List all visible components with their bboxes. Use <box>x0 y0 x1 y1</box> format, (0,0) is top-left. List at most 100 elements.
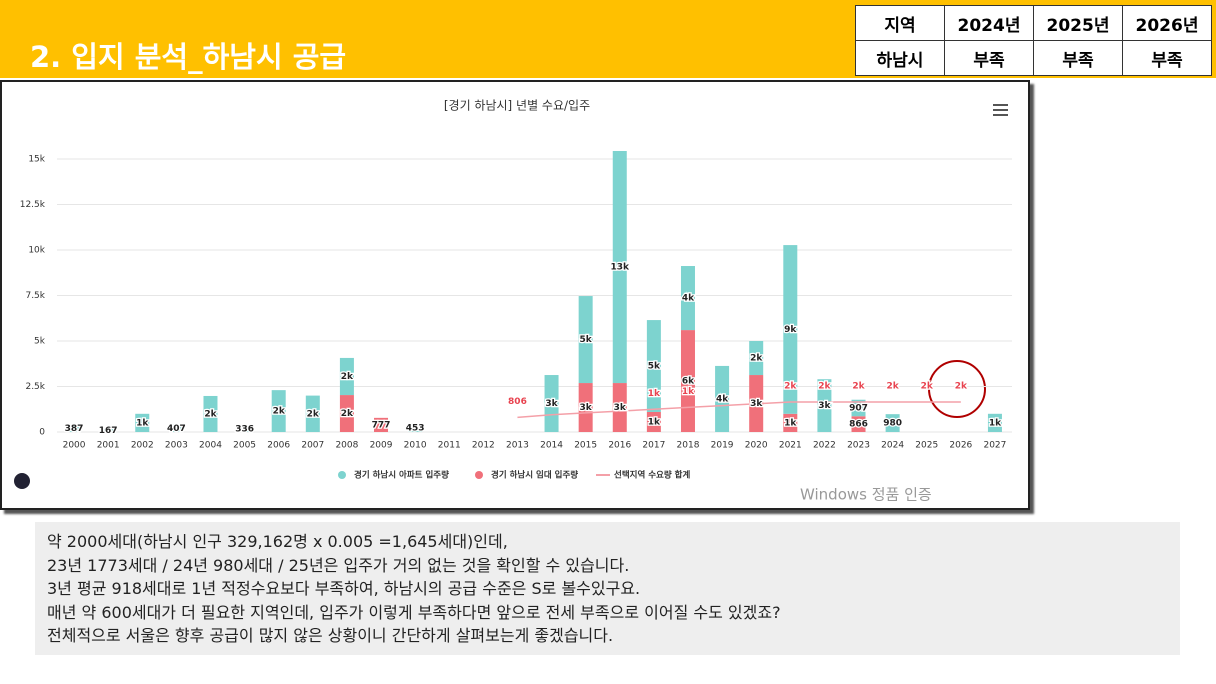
y-tick-label: 12.5k <box>20 200 46 210</box>
legend-symbol <box>475 471 483 479</box>
bar-segment <box>67 424 82 432</box>
data-label: 4k <box>682 294 695 304</box>
data-label: 2k <box>307 409 320 419</box>
highlight-circle <box>928 360 986 418</box>
data-label: 336 <box>235 424 254 434</box>
bar-segment <box>851 399 866 417</box>
data-label: 866 <box>849 420 868 430</box>
bar-segment <box>885 414 900 432</box>
x-tick-label: 2005 <box>233 441 256 451</box>
data-label: 5k <box>580 335 593 345</box>
y-tick-label: 5k <box>34 337 46 347</box>
x-tick-label: 2019 <box>711 441 734 451</box>
data-label: 806 <box>508 397 527 407</box>
chart-title: [경기 하남시] 년별 수요/입주 <box>444 99 590 113</box>
data-label: 4k <box>716 394 729 404</box>
data-label: 2k <box>341 372 354 382</box>
x-tick-label: 2025 <box>915 441 938 451</box>
data-label: 9k <box>784 325 797 335</box>
data-label: 2k <box>818 382 831 392</box>
x-tick-label: 2003 <box>165 441 188 451</box>
x-tick-label: 2004 <box>199 441 222 451</box>
bar-segment <box>783 413 798 432</box>
note-line: 23년 1773세대 / 24년 980세대 / 25년은 입주가 거의 없는 … <box>47 555 630 575</box>
bar-segment <box>339 357 354 396</box>
logo-icon <box>14 473 30 489</box>
x-tick-label: 2017 <box>642 441 665 451</box>
header-title: 2. 입지 분석_하남시 공급 <box>30 40 347 74</box>
x-tick-label: 2010 <box>404 441 427 451</box>
data-label: 387 <box>65 424 84 434</box>
chart-frame: [경기 하남시] 년별 수요/입주 Windows 정품 인증 0 2.5k 5k 7… <box>0 80 1030 510</box>
bar-segment <box>339 395 354 432</box>
x-tick-label: 2006 <box>267 441 290 451</box>
x-tick-label: 2002 <box>131 441 154 451</box>
legend-label: 경기 하남시 아파트 입주량 <box>354 470 449 481</box>
data-label: 3k <box>580 403 593 413</box>
data-label: 2k <box>273 407 286 417</box>
chart: [경기 하남시] 년별 수요/입주 Windows 정품 인증 0 2.5k 5k 7… <box>14 99 1012 504</box>
x-tick-label: 2023 <box>847 441 870 451</box>
x-tick-label: 2000 <box>63 441 86 451</box>
y-tick-label: 7.5k <box>25 291 45 301</box>
legend-label: 경기 하남시 임대 입주량 <box>491 470 578 481</box>
bar-segment <box>578 296 593 384</box>
bar-segment <box>408 423 423 432</box>
data-label: 2k <box>955 382 968 392</box>
data-label: 1k <box>682 387 695 397</box>
demand-line <box>517 401 961 419</box>
y-tick-label: 15k <box>28 155 45 165</box>
bar-segment <box>987 413 1002 432</box>
data-label: 2k <box>750 354 763 364</box>
table-header: 2024년 <box>944 5 1034 41</box>
bar-segment <box>271 390 286 432</box>
data-label: 2k <box>852 382 865 392</box>
bar-segment <box>680 266 695 331</box>
legend-symbol <box>338 471 346 479</box>
x-tick-label: 2001 <box>97 441 120 451</box>
x-tick-label: 2015 <box>574 441 597 451</box>
x-tick-label: 2012 <box>472 441 495 451</box>
menu-icon[interactable] <box>993 104 1008 116</box>
data-label: 980 <box>883 419 902 429</box>
data-label: 6k <box>682 377 695 387</box>
data-label: 3k <box>818 401 831 411</box>
bar-segment <box>851 416 866 432</box>
bar-segment <box>817 379 832 432</box>
y-tick-label: 10k <box>28 246 45 256</box>
x-tick-label: 2024 <box>881 441 904 451</box>
data-label: 1k <box>648 417 661 427</box>
x-tick-label: 2020 <box>745 441 768 451</box>
note-line: 전체적으로 서울은 향후 공급이 많지 않은 상황이니 간단하게 살펴보는게 좋… <box>47 626 614 645</box>
x-tick-label: 2021 <box>779 441 802 451</box>
bar-segment <box>374 417 389 432</box>
bar-segment <box>646 411 661 432</box>
data-label: 407 <box>167 424 186 434</box>
data-label: 1k <box>136 418 149 428</box>
bar-segment <box>135 413 150 432</box>
x-tick-label: 2027 <box>983 441 1006 451</box>
table-header: 지역 <box>855 5 945 41</box>
table-cell: 부족 <box>1122 40 1212 76</box>
x-tick-label: 2016 <box>608 441 631 451</box>
data-label: 907 <box>849 403 868 413</box>
x-tick-label: 2014 <box>540 441 563 451</box>
bar-segment <box>612 150 627 384</box>
data-label: 453 <box>406 423 425 433</box>
bar-segment <box>203 395 218 432</box>
data-label: 2k <box>204 409 217 419</box>
bar-segment <box>101 428 116 432</box>
x-tick-label: 2011 <box>438 441 461 451</box>
table-header: 2025년 <box>1033 5 1123 41</box>
bar-segment <box>612 383 627 432</box>
x-tick-label: 2022 <box>813 441 836 451</box>
data-label: 2k <box>887 382 900 392</box>
bar-segment <box>646 320 661 412</box>
data-label: 777 <box>372 420 391 430</box>
y-tick-label: 0 <box>39 428 45 438</box>
y-tick-label: 2.5k <box>25 382 45 392</box>
data-label: 167 <box>99 426 118 436</box>
bar-segment <box>237 425 252 432</box>
bar-segment <box>544 375 559 432</box>
